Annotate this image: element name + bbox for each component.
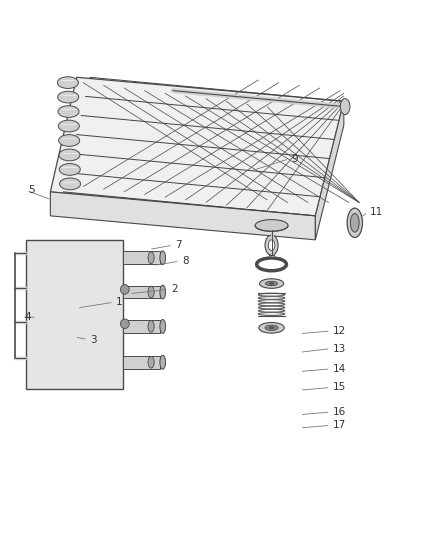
Text: 5: 5 bbox=[28, 185, 35, 195]
Text: 9: 9 bbox=[291, 154, 298, 164]
Text: 12: 12 bbox=[333, 326, 346, 336]
Text: 3: 3 bbox=[90, 335, 96, 344]
Text: 17: 17 bbox=[333, 421, 346, 430]
Text: 14: 14 bbox=[333, 364, 346, 374]
Text: 11: 11 bbox=[370, 207, 383, 217]
Ellipse shape bbox=[59, 164, 80, 175]
Ellipse shape bbox=[265, 281, 278, 286]
Ellipse shape bbox=[340, 99, 350, 115]
Polygon shape bbox=[50, 77, 344, 216]
Ellipse shape bbox=[265, 325, 278, 330]
Ellipse shape bbox=[255, 220, 288, 231]
Ellipse shape bbox=[269, 327, 274, 329]
Text: 8: 8 bbox=[182, 256, 188, 266]
Ellipse shape bbox=[148, 252, 154, 264]
Text: 15: 15 bbox=[333, 383, 346, 392]
Polygon shape bbox=[315, 101, 344, 240]
Ellipse shape bbox=[60, 178, 81, 190]
Text: 2: 2 bbox=[171, 285, 177, 294]
Ellipse shape bbox=[265, 235, 278, 255]
Ellipse shape bbox=[148, 286, 154, 298]
Text: 7: 7 bbox=[175, 240, 182, 250]
Polygon shape bbox=[50, 192, 315, 240]
Text: 13: 13 bbox=[333, 344, 346, 353]
Ellipse shape bbox=[59, 149, 80, 161]
Ellipse shape bbox=[59, 135, 80, 147]
Ellipse shape bbox=[120, 285, 129, 294]
Text: 16: 16 bbox=[333, 407, 346, 417]
Ellipse shape bbox=[160, 319, 166, 333]
FancyBboxPatch shape bbox=[123, 252, 160, 264]
Ellipse shape bbox=[347, 208, 363, 238]
Ellipse shape bbox=[259, 279, 284, 288]
Ellipse shape bbox=[148, 357, 154, 368]
FancyBboxPatch shape bbox=[123, 356, 160, 369]
Ellipse shape bbox=[259, 322, 284, 333]
Text: 1: 1 bbox=[116, 297, 123, 307]
Ellipse shape bbox=[120, 319, 129, 328]
FancyBboxPatch shape bbox=[26, 240, 123, 389]
FancyBboxPatch shape bbox=[123, 320, 160, 333]
Ellipse shape bbox=[160, 285, 166, 299]
Text: 4: 4 bbox=[24, 312, 31, 322]
Ellipse shape bbox=[268, 240, 275, 251]
Ellipse shape bbox=[160, 356, 166, 369]
Ellipse shape bbox=[58, 120, 79, 132]
Ellipse shape bbox=[58, 91, 79, 103]
Ellipse shape bbox=[57, 77, 78, 88]
Ellipse shape bbox=[148, 320, 154, 332]
FancyBboxPatch shape bbox=[123, 286, 160, 298]
Ellipse shape bbox=[58, 106, 79, 117]
Ellipse shape bbox=[160, 251, 166, 265]
Ellipse shape bbox=[269, 282, 274, 285]
Ellipse shape bbox=[350, 214, 359, 232]
